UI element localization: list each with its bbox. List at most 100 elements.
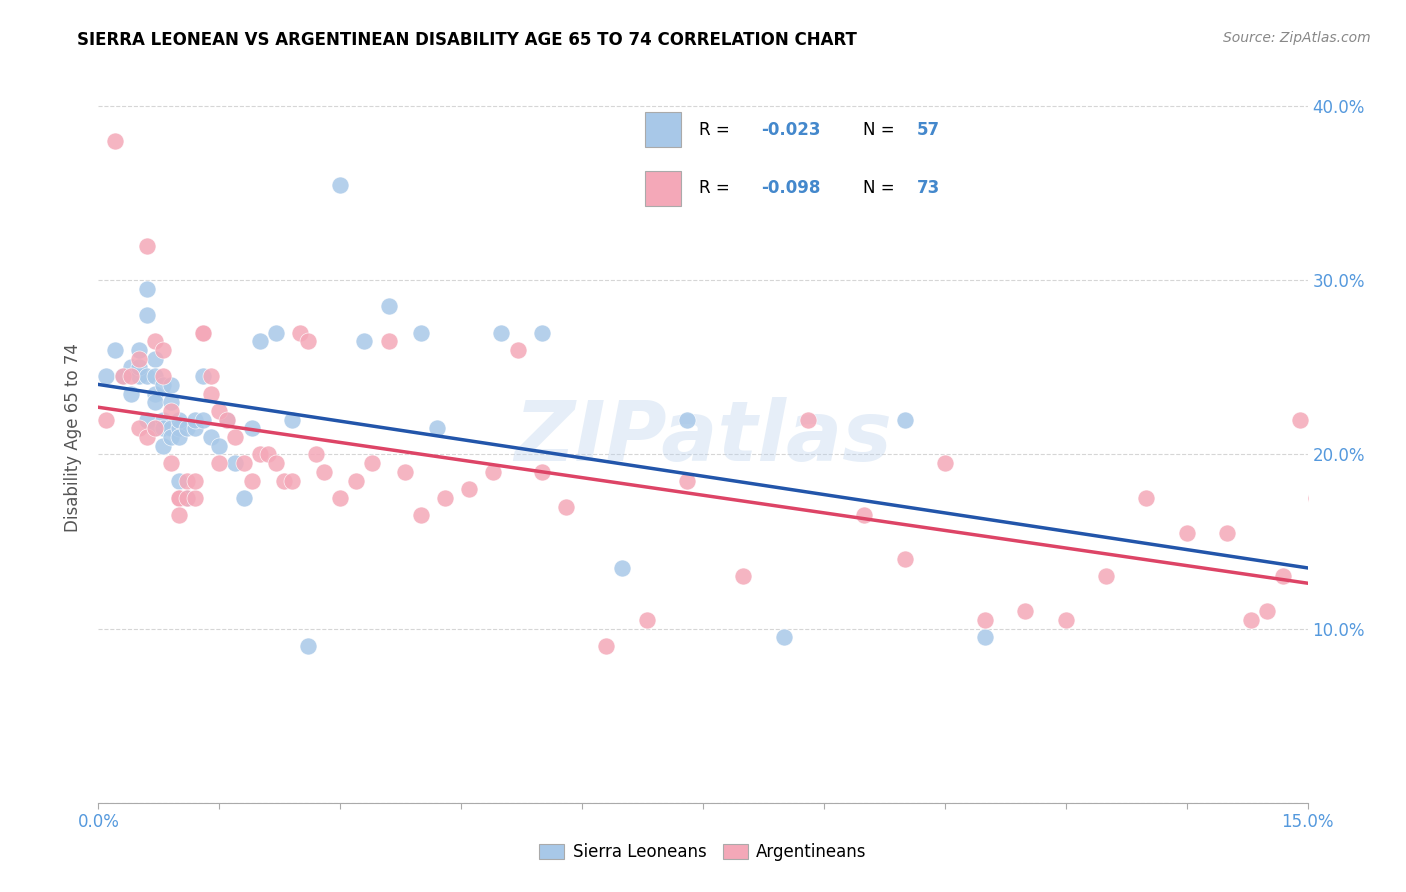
Point xyxy=(103,134,125,148)
Point xyxy=(264,326,287,340)
Point xyxy=(135,412,157,426)
Point xyxy=(1095,569,1118,583)
Point xyxy=(893,552,915,566)
Point xyxy=(135,308,157,322)
Point xyxy=(167,508,190,523)
Point xyxy=(152,439,174,453)
Point xyxy=(1240,613,1263,627)
Point xyxy=(377,300,399,314)
Point xyxy=(111,369,134,384)
Point xyxy=(167,491,190,505)
Point xyxy=(200,369,222,384)
Point xyxy=(152,421,174,435)
Point xyxy=(934,456,956,470)
Point xyxy=(208,439,231,453)
Point xyxy=(152,343,174,357)
Point xyxy=(409,508,432,523)
Point xyxy=(491,326,513,340)
Point xyxy=(974,631,997,645)
Point xyxy=(120,360,142,375)
Point xyxy=(224,456,246,470)
Point xyxy=(458,483,481,497)
Point xyxy=(128,360,150,375)
Point xyxy=(853,508,876,523)
Point xyxy=(135,282,157,296)
Point xyxy=(208,456,231,470)
Point xyxy=(353,334,375,349)
Point xyxy=(240,421,263,435)
Point xyxy=(167,421,190,435)
Point xyxy=(176,491,198,505)
Point xyxy=(160,456,183,470)
Point xyxy=(143,369,166,384)
Point xyxy=(249,448,271,462)
Point xyxy=(143,421,166,435)
Point xyxy=(152,412,174,426)
Text: Source: ZipAtlas.com: Source: ZipAtlas.com xyxy=(1223,31,1371,45)
Point xyxy=(772,631,794,645)
Point xyxy=(1320,578,1343,592)
Point xyxy=(193,369,215,384)
Point xyxy=(240,474,263,488)
Point xyxy=(1014,604,1036,618)
Point xyxy=(184,474,207,488)
Point xyxy=(143,395,166,409)
Point xyxy=(193,326,215,340)
Point xyxy=(426,421,449,435)
Point xyxy=(595,639,617,653)
Point xyxy=(200,430,222,444)
Point xyxy=(1305,491,1327,505)
Point xyxy=(143,421,166,435)
Point xyxy=(217,412,239,426)
Point xyxy=(555,500,578,514)
Point xyxy=(167,412,190,426)
Point xyxy=(733,569,755,583)
Legend: Sierra Leoneans, Argentineans: Sierra Leoneans, Argentineans xyxy=(533,837,873,868)
Point xyxy=(160,395,183,409)
Point xyxy=(1256,604,1278,618)
Point xyxy=(120,369,142,384)
Point xyxy=(256,448,278,462)
Point xyxy=(160,404,183,418)
Point xyxy=(96,369,118,384)
Point xyxy=(167,491,190,505)
Point xyxy=(530,326,553,340)
Point xyxy=(160,377,183,392)
Point xyxy=(120,386,142,401)
Point xyxy=(103,343,125,357)
Point xyxy=(974,613,997,627)
Point xyxy=(193,326,215,340)
Point xyxy=(297,639,319,653)
Point xyxy=(128,369,150,384)
Point xyxy=(1288,412,1310,426)
Point xyxy=(167,430,190,444)
Point xyxy=(232,491,254,505)
Point xyxy=(377,334,399,349)
Point xyxy=(394,465,416,479)
Point xyxy=(193,412,215,426)
Point xyxy=(893,412,915,426)
Point xyxy=(1054,613,1077,627)
Point xyxy=(176,421,198,435)
Point xyxy=(305,448,328,462)
Point xyxy=(344,474,367,488)
Point xyxy=(506,343,529,357)
Point xyxy=(167,474,190,488)
Point xyxy=(111,369,134,384)
Point xyxy=(217,412,239,426)
Text: ZIPatlas: ZIPatlas xyxy=(515,397,891,477)
Point xyxy=(184,412,207,426)
Point xyxy=(434,491,457,505)
Point xyxy=(676,412,699,426)
Point xyxy=(636,613,658,627)
Point xyxy=(184,421,207,435)
Point xyxy=(143,334,166,349)
Point xyxy=(176,491,198,505)
Point xyxy=(208,404,231,418)
Point xyxy=(361,456,384,470)
Text: SIERRA LEONEAN VS ARGENTINEAN DISABILITY AGE 65 TO 74 CORRELATION CHART: SIERRA LEONEAN VS ARGENTINEAN DISABILITY… xyxy=(77,31,858,49)
Point xyxy=(1272,569,1295,583)
Point xyxy=(135,369,157,384)
Point xyxy=(281,412,304,426)
Point xyxy=(128,351,150,366)
